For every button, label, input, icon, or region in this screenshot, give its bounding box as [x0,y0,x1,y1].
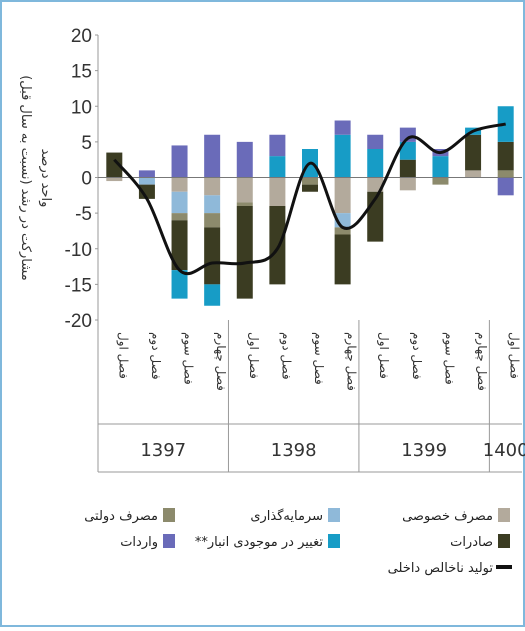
bar-segment [171,213,188,221]
x-tick-label: فصل اول [115,332,130,379]
bar-segment [269,156,286,178]
x-tick-label: فصل چهارم [344,332,359,391]
bar-segment [367,177,384,192]
bar-segment [236,202,253,206]
x-tick-label: فصل اول [246,332,261,379]
y-tick-label: 20 [71,26,92,47]
bar-segment [138,177,155,185]
y-tick-label: 15 [71,62,92,83]
x-tick-label: فصل چهارم [213,332,228,391]
bar-segment [204,134,221,178]
y-tick-label: 0 [81,169,92,190]
bar-segment [302,184,318,192]
year-label: 1398 [271,440,317,461]
year-label: 1397 [140,440,186,461]
legend-swatch [328,508,340,522]
year-label: 1399 [401,440,447,461]
bar-segment [367,149,384,178]
x-tick-label: فصل سوم [441,332,456,385]
bar-segment [236,206,253,299]
bar-segment [204,177,221,196]
x-tick-label: فصل چهارم [474,332,489,391]
bar-segment [367,134,384,149]
legend-label: صادرات [450,535,493,550]
bar-segment [236,177,253,203]
bar-segment [334,134,351,178]
x-tick-label: فصل سوم [181,332,196,385]
legend-swatch [496,565,512,569]
bar-segment [432,177,449,185]
bar-segment [465,170,482,178]
gdp-line [113,122,507,276]
x-tick-label: فصل دوم [148,332,163,380]
bar-segment [171,145,188,178]
legend-swatch [163,508,175,522]
x-tick-label: فصل اول [376,332,391,379]
y-tick-label: -5 [75,204,92,225]
bar-segment [334,120,351,135]
bar-segment [204,213,221,228]
bar-segment [399,177,416,191]
legend-label: سرمایه‌گذاری [250,508,323,524]
y-axis-unit: واحد درصد [38,149,53,208]
bar-segment [334,177,351,214]
x-tick-label: فصل سوم [311,332,326,385]
bar-segment [465,134,482,171]
bar-segment [171,191,188,214]
bar-segment [497,141,514,171]
bar-segment [334,234,351,285]
bar-segment [399,141,416,160]
legend-swatch [163,534,175,548]
legend-swatch [498,534,510,548]
legend-label: تغییر در موجودی انبار** [195,535,324,550]
legend-label: مصرف خصوصی [402,509,493,524]
bar-segment [399,127,416,142]
bar-segment [106,152,123,178]
bar-segment [269,177,286,206]
bar-segment [334,227,351,235]
y-axis-title: مشارکت در رشد (نسبت به سال قبل) [18,75,33,281]
bar-segment [432,156,449,178]
bar-segment [204,195,221,214]
bar-segment [399,159,416,178]
y-tick-label: -10 [65,240,92,261]
bar-segment [204,284,221,306]
legend-label: مصرف دولتی [84,509,158,524]
y-tick-label: 5 [81,133,92,154]
bar-segment [138,170,155,178]
bar-segment [269,134,286,157]
legend-swatch [328,534,340,548]
x-tick-label: فصل دوم [409,332,424,380]
legend-label: واردات [120,535,158,550]
legend-label: تولید ناخالص داخلی [388,561,494,576]
bar-segment [204,227,221,285]
y-tick-label: -15 [65,275,92,296]
bar-segment [497,177,514,196]
bar-segment [302,177,318,185]
bar-segment [171,220,188,271]
bar-segment [171,270,188,299]
y-tick-label: -20 [65,311,92,332]
x-tick-label: فصل اول [507,332,522,379]
year-label: 1400 [483,440,525,461]
y-tick-label: 10 [71,97,92,118]
legend-swatch [498,508,510,522]
x-tick-label: فصل دوم [278,332,293,380]
bar-segment [106,177,123,182]
bar-segment [497,170,514,178]
bar-segment [269,206,286,285]
bar-segment [171,177,188,192]
bar-segment [236,141,253,178]
